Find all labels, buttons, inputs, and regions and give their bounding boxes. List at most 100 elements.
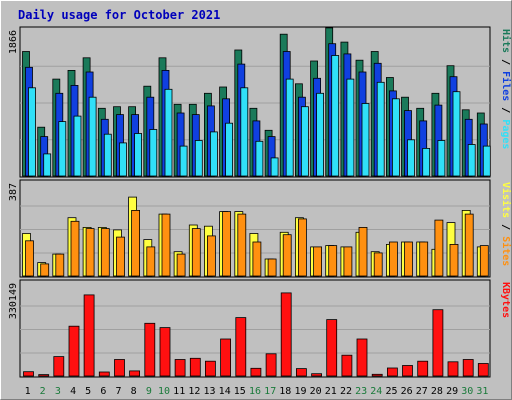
bar-sites-day-16 [252, 241, 262, 277]
x-tick-label: 14 [219, 386, 231, 397]
bar-sites-day-21 [328, 245, 338, 277]
x-tick-label: 20 [310, 386, 322, 397]
bar-sites-day-28 [434, 219, 444, 277]
bar-pages-day-26 [407, 139, 415, 177]
bar-kbytes-day-20 [311, 373, 323, 377]
x-tick-label: 12 [188, 386, 200, 397]
x-tick-label: 17 [264, 386, 276, 397]
bar-pages-day-15 [240, 87, 249, 177]
bar-kbytes-day-4 [68, 325, 80, 377]
bar-kbytes-day-16 [250, 367, 262, 377]
legend-entry: / [500, 53, 511, 65]
bar-kbytes-day-28 [432, 309, 444, 377]
bar-pages-day-28 [437, 140, 446, 177]
bar-sites-day-1 [25, 240, 34, 277]
bar-pages-day-22 [346, 78, 355, 177]
x-tick-label: 9 [146, 386, 152, 397]
bar-sites-day-23 [358, 226, 368, 277]
legend-requests: Hits / Files / Pages [500, 29, 512, 149]
bar-kbytes-day-1 [23, 371, 34, 377]
bar-pages-day-29 [452, 91, 461, 177]
bar-sites-day-5 [85, 228, 95, 277]
legend-entry: Files [500, 65, 512, 101]
bar-sites-day-4 [70, 220, 80, 277]
bar-pages-day-18 [285, 78, 294, 177]
x-tick-label: 7 [115, 386, 121, 397]
bar-sites-day-11 [176, 253, 186, 277]
bar-sites-day-14 [222, 211, 232, 277]
panel-kbytes [19, 279, 491, 378]
bar-kbytes-day-12 [189, 357, 201, 377]
bar-kbytes-day-26 [402, 365, 413, 377]
bar-kbytes-day-11 [174, 359, 186, 377]
bar-kbytes-day-14 [220, 338, 232, 377]
bar-sites-day-29 [449, 243, 459, 277]
axis-max-label-kbytes: 330149 [8, 283, 19, 319]
bar-pages-day-11 [179, 145, 188, 177]
x-tick-label: 19 [294, 386, 306, 397]
bar-sites-day-9 [146, 246, 156, 277]
bar-kbytes-day-10 [159, 327, 171, 377]
bar-kbytes-day-9 [144, 322, 156, 377]
bar-sites-day-18 [282, 234, 292, 277]
bar-pages-day-20 [316, 92, 325, 177]
x-tick-label: 10 [158, 386, 170, 397]
bar-kbytes-day-21 [326, 319, 338, 377]
bar-sites-day-20 [313, 246, 323, 277]
bar-kbytes-day-2 [38, 374, 50, 377]
bar-kbytes-day-3 [53, 356, 65, 377]
axis-max-label-visitors: 387 [8, 183, 19, 201]
x-tick-label: 18 [279, 386, 291, 397]
x-tick-label: 4 [70, 386, 76, 397]
x-tick-label: 26 [401, 386, 413, 397]
bar-kbytes-day-30 [462, 359, 474, 377]
x-tick-label: 27 [416, 386, 428, 397]
bar-pages-day-27 [422, 147, 431, 177]
bar-pages-day-9 [149, 129, 158, 177]
bar-kbytes-day-13 [204, 360, 216, 377]
bar-kbytes-day-5 [83, 294, 95, 377]
bar-sites-day-7 [116, 236, 125, 277]
x-tick-label: 11 [173, 386, 185, 397]
bar-pages-day-30 [467, 144, 476, 177]
legend-entry: / [500, 101, 511, 113]
bar-pages-day-31 [482, 145, 491, 177]
x-tick-label: 8 [131, 386, 137, 397]
x-tick-label: 29 [446, 386, 458, 397]
x-tick-label: 15 [234, 386, 246, 397]
x-tick-label: 30 [461, 386, 473, 397]
bar-kbytes-day-27 [417, 360, 429, 377]
bar-pages-day-14 [225, 122, 234, 177]
bar-sites-day-25 [388, 241, 398, 277]
bar-pages-day-19 [300, 106, 309, 177]
bar-pages-day-7 [119, 142, 127, 177]
x-tick-label: 21 [325, 386, 337, 397]
bar-kbytes-day-8 [129, 370, 141, 377]
bar-kbytes-day-19 [295, 368, 307, 377]
bar-pages-day-13 [209, 131, 218, 177]
bar-sites-day-10 [161, 213, 171, 277]
legend-entry: KBytes [500, 282, 511, 318]
bar-pages-day-17 [270, 157, 279, 177]
bar-sites-day-31 [479, 245, 489, 277]
bar-kbytes-day-24 [371, 373, 383, 377]
legend-visitors: Visits / Sites [500, 182, 512, 266]
bar-pages-day-2 [43, 153, 52, 177]
x-tick-label: 5 [85, 386, 91, 397]
bar-pages-day-8 [134, 133, 143, 177]
bar-pages-day-21 [331, 55, 340, 177]
bar-pages-day-3 [58, 121, 67, 177]
legend-entry: Visits [500, 182, 512, 218]
bar-pages-day-10 [164, 88, 173, 177]
bar-sites-day-2 [40, 263, 50, 277]
legend-entry: / [500, 218, 511, 230]
bar-kbytes-day-29 [447, 361, 459, 377]
bar-pages-day-25 [391, 98, 400, 177]
bar-sites-day-26 [404, 241, 413, 277]
x-tick-label: 22 [340, 386, 352, 397]
bar-sites-day-8 [131, 209, 141, 277]
bar-kbytes-day-31 [477, 363, 489, 377]
x-tick-label: 3 [55, 386, 61, 397]
bar-pages-day-1 [28, 87, 36, 177]
